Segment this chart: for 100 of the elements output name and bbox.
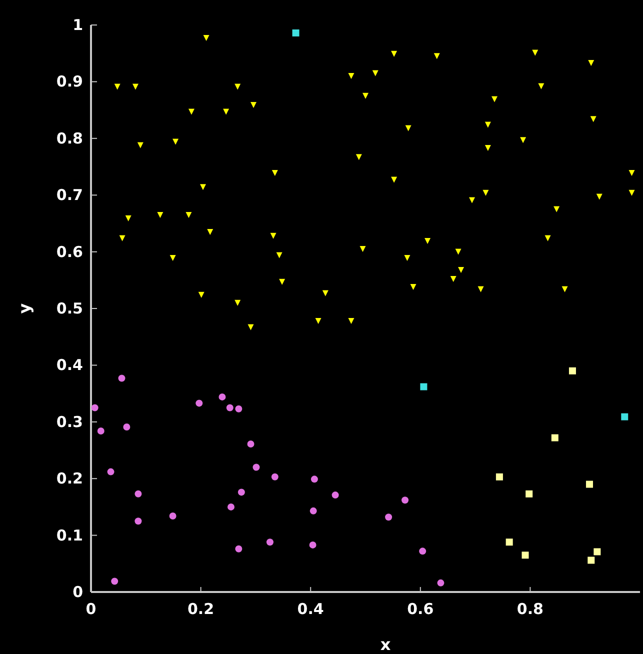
y-tick-label: 0.5 xyxy=(56,300,83,318)
point xyxy=(119,235,126,242)
point xyxy=(590,116,596,122)
point xyxy=(134,490,142,498)
point xyxy=(568,367,576,374)
point xyxy=(554,206,560,212)
point xyxy=(114,84,120,90)
point xyxy=(434,53,440,60)
point xyxy=(198,292,204,298)
y-tick-label: 0.7 xyxy=(56,186,83,204)
point xyxy=(276,252,282,258)
point xyxy=(132,84,138,90)
point xyxy=(235,405,242,412)
point xyxy=(134,518,142,525)
point xyxy=(218,393,226,400)
y-tick-label: 0.6 xyxy=(56,242,83,261)
point xyxy=(437,579,444,586)
point xyxy=(250,102,257,108)
point xyxy=(97,427,104,434)
point xyxy=(469,197,476,204)
y-tick-label: 0.1 xyxy=(56,526,83,544)
point xyxy=(170,255,176,262)
point xyxy=(292,29,300,36)
x-tick-label: 0.4 xyxy=(297,600,324,618)
point xyxy=(588,60,594,66)
x-tick-label: 0 xyxy=(86,600,96,618)
point xyxy=(544,235,551,242)
point xyxy=(157,212,164,218)
point xyxy=(188,108,194,115)
point xyxy=(266,538,274,546)
point xyxy=(588,556,595,564)
point xyxy=(279,278,286,285)
y-tick-label: 0.3 xyxy=(56,412,83,431)
point xyxy=(522,552,529,559)
point xyxy=(111,578,118,585)
point xyxy=(107,468,114,476)
y-axis-title: y xyxy=(15,302,34,314)
point xyxy=(271,473,278,480)
point xyxy=(223,108,230,115)
point xyxy=(506,538,513,546)
point xyxy=(322,290,328,296)
x-tick-label: 0.6 xyxy=(407,600,434,618)
point xyxy=(405,125,412,132)
point xyxy=(391,50,398,57)
point xyxy=(404,255,410,262)
point xyxy=(332,492,339,499)
point xyxy=(310,507,317,514)
point xyxy=(123,424,130,431)
point xyxy=(362,92,368,99)
point xyxy=(551,434,558,442)
y-tick-label: 1 xyxy=(72,16,83,34)
point xyxy=(235,545,242,552)
y-tick-label: 0.8 xyxy=(56,129,83,148)
point xyxy=(538,83,544,90)
point xyxy=(484,145,491,152)
point xyxy=(496,473,503,480)
x-tick-label: 0.2 xyxy=(188,600,214,618)
point xyxy=(360,246,366,252)
point xyxy=(196,400,203,407)
point xyxy=(270,232,276,239)
point xyxy=(420,383,428,390)
point xyxy=(410,284,416,290)
point xyxy=(402,496,409,504)
point xyxy=(478,286,484,292)
point xyxy=(482,190,489,196)
point xyxy=(247,440,254,448)
point xyxy=(628,190,635,196)
point xyxy=(419,548,426,555)
point xyxy=(226,404,234,412)
y-tick-label: 0.4 xyxy=(56,356,83,374)
point xyxy=(272,170,278,176)
point xyxy=(586,480,593,488)
point xyxy=(252,464,260,471)
point xyxy=(385,514,392,521)
point xyxy=(348,73,354,80)
point xyxy=(91,404,98,412)
point xyxy=(424,238,431,244)
point xyxy=(628,170,635,176)
y-tick-label: 0 xyxy=(72,583,83,601)
x-tick-label: 0.8 xyxy=(516,600,544,618)
point xyxy=(562,286,568,292)
point xyxy=(492,96,498,102)
point xyxy=(234,84,241,90)
point xyxy=(169,512,176,520)
point xyxy=(348,318,354,324)
point xyxy=(309,541,316,548)
point xyxy=(310,476,318,483)
point xyxy=(532,50,538,56)
y-tick-label: 0.9 xyxy=(56,72,83,91)
point xyxy=(137,142,144,148)
point xyxy=(596,194,602,200)
point xyxy=(207,228,214,235)
point xyxy=(372,70,378,76)
point xyxy=(315,318,322,324)
point xyxy=(186,212,192,218)
point xyxy=(227,503,234,510)
point xyxy=(520,137,526,144)
point xyxy=(356,154,362,160)
point xyxy=(200,184,206,190)
point xyxy=(203,35,210,42)
